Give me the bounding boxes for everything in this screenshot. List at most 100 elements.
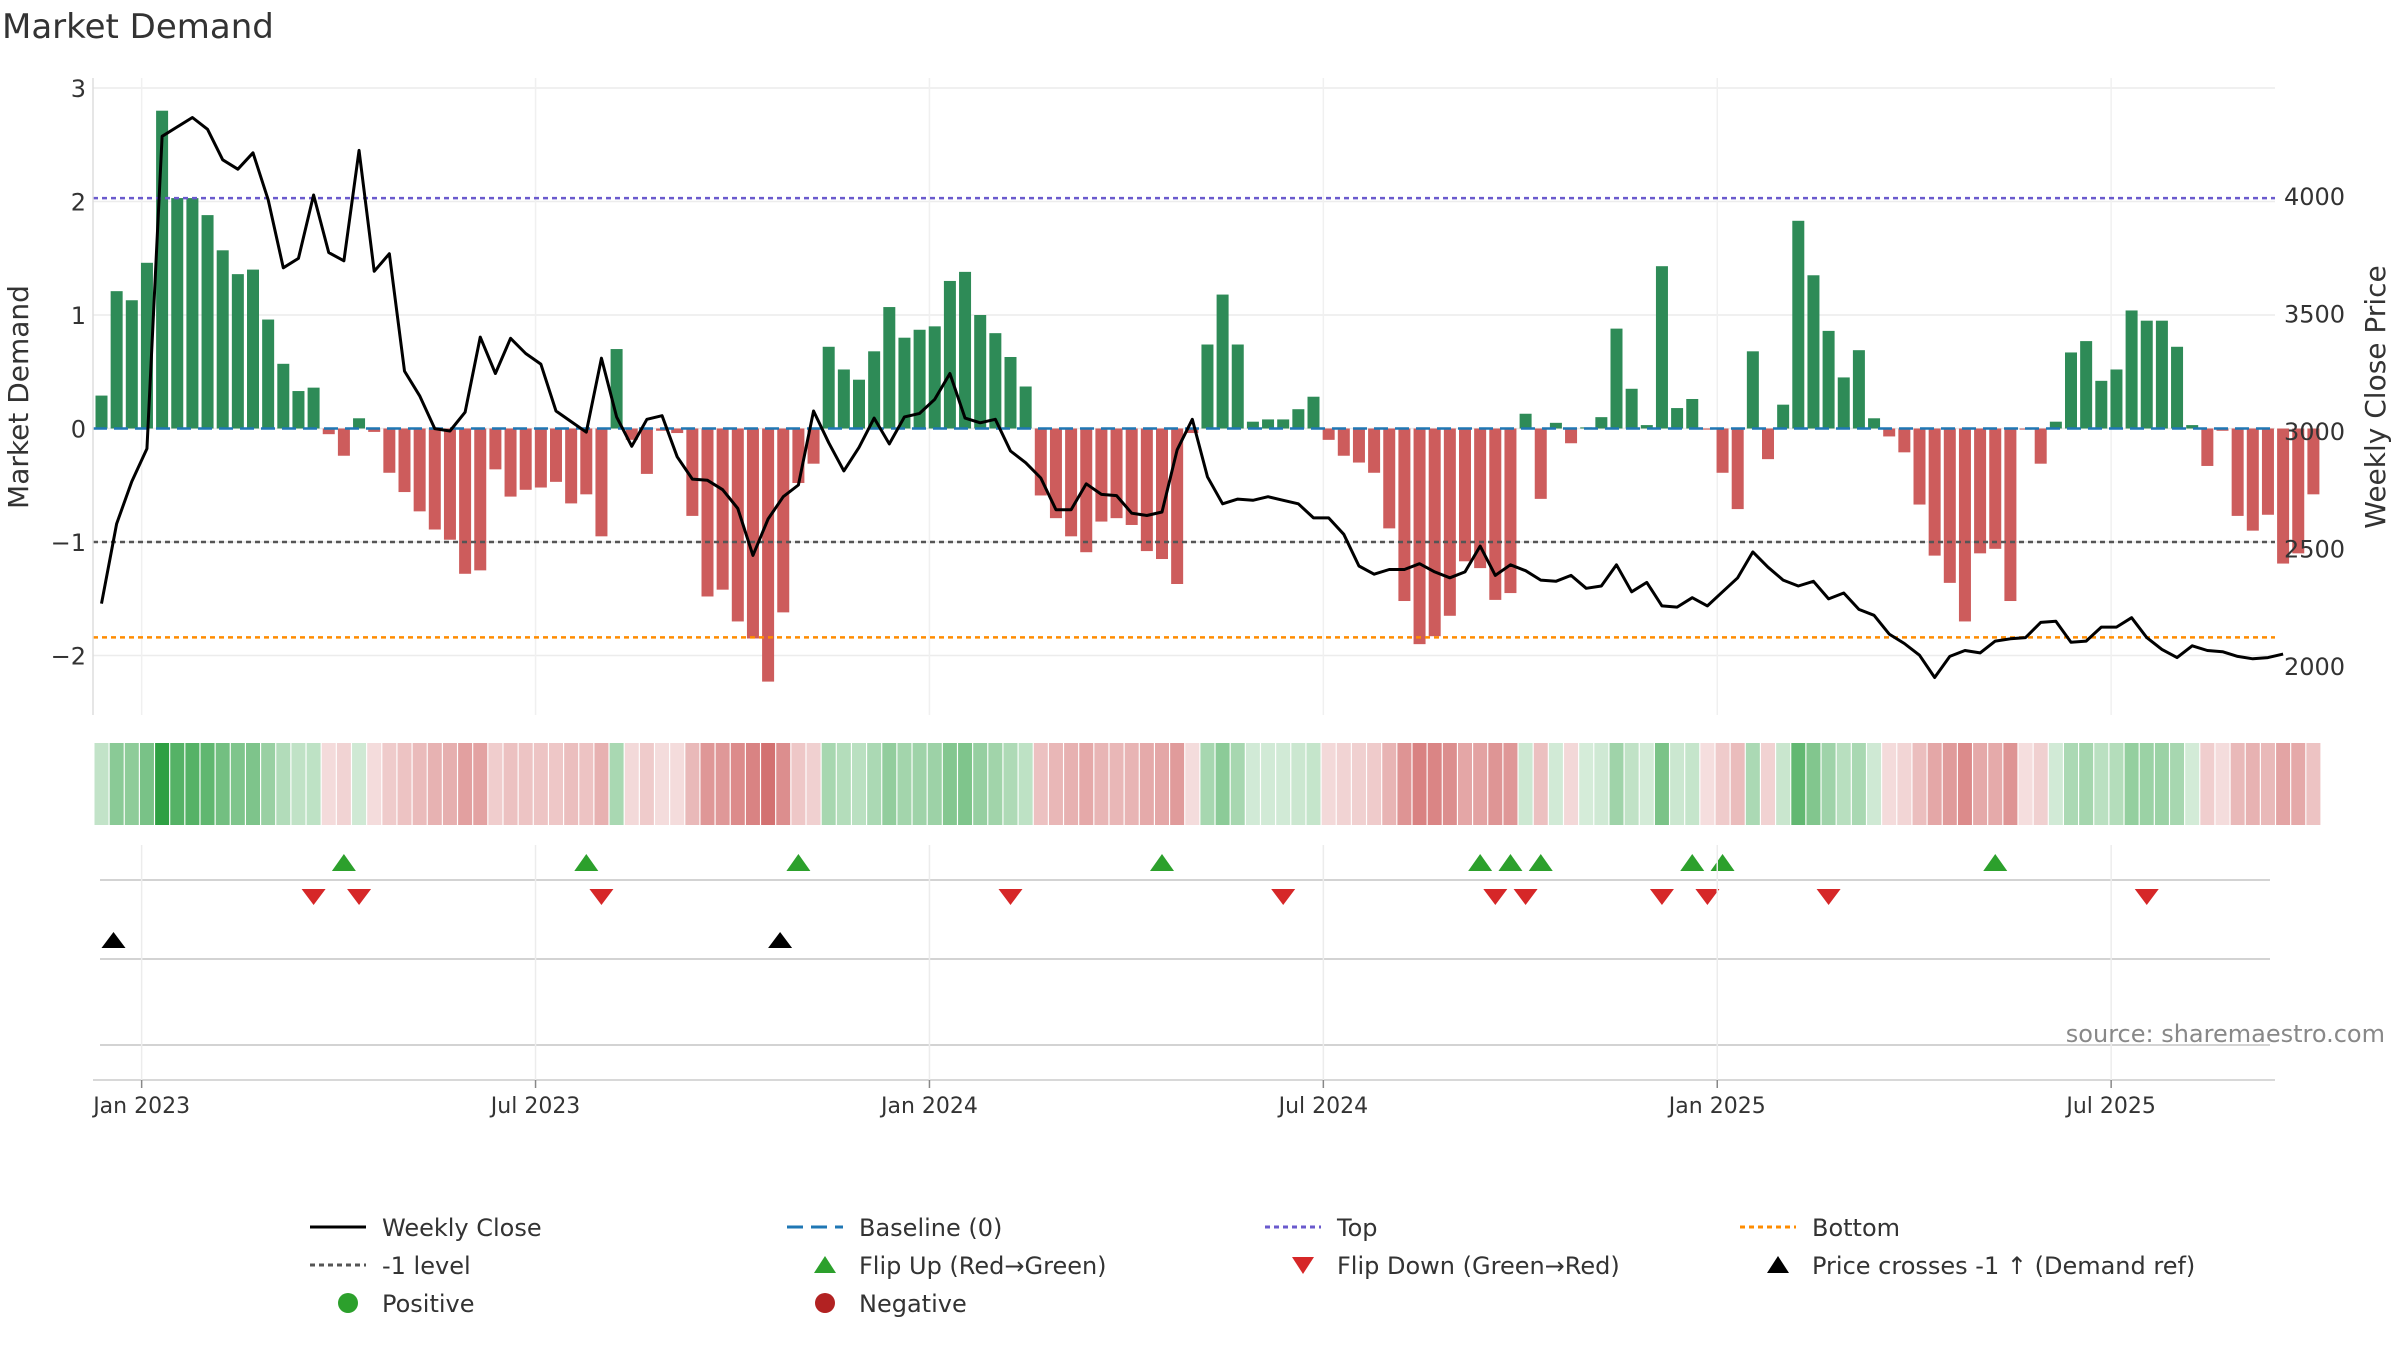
demand-bar (1943, 428, 1956, 583)
legend-label: Positive (382, 1290, 475, 1318)
heat-cell (715, 743, 730, 825)
flip-down-marker (589, 889, 614, 905)
heat-cell (2124, 743, 2139, 825)
heat-cell (1533, 743, 1548, 825)
heat-cell (1276, 743, 1291, 825)
demand-bar (2261, 428, 2274, 515)
heat-cell (1230, 743, 1245, 825)
demand-bar (2246, 428, 2259, 531)
demand-bar (519, 428, 532, 490)
demand-bar (322, 428, 335, 435)
heat-cell (1897, 743, 1912, 825)
flip-up-marker (1498, 854, 1523, 871)
heat-cell (1473, 743, 1488, 825)
demand-bar (2140, 320, 2153, 429)
heat-cell (1988, 743, 2003, 825)
demand-bar (746, 428, 759, 639)
demand-bar (2125, 310, 2138, 429)
heat-cell (155, 743, 170, 825)
y-tick-label: 1 (71, 302, 86, 330)
demand-bar (1292, 409, 1305, 429)
legend-label: -1 level (382, 1252, 471, 1280)
heat-cell (2094, 743, 2109, 825)
heat-cell (549, 743, 563, 825)
heat-cell (882, 743, 897, 825)
heat-cell (745, 743, 760, 825)
demand-bar (1110, 428, 1123, 519)
demand-bar (353, 418, 366, 429)
chart-title: Market Demand (2, 7, 274, 47)
heat-cell (821, 743, 836, 825)
y-tick-label: 0 (71, 416, 86, 444)
demand-bar (1549, 422, 1562, 429)
heat-cell (2276, 743, 2291, 825)
heat-cell (124, 743, 139, 825)
heat-cell (2048, 743, 2063, 825)
flip-down-marker (1513, 889, 1538, 905)
flip-down-marker (347, 889, 372, 905)
heat-cell (1048, 743, 1063, 825)
heat-cell (1215, 743, 1230, 825)
heat-cell (1064, 743, 1079, 825)
x-axis: Jan 2023 Jul 2023 Jan 2024 Jul 2024 Jan 2025… (91, 845, 2275, 1119)
demand-bar (1807, 275, 1820, 429)
demand-bar (686, 428, 699, 516)
heat-cell (2215, 743, 2230, 825)
heat-cell (2003, 743, 2018, 825)
legend-swatch (338, 1293, 358, 1313)
flip-down-marker (1483, 889, 1508, 905)
flip-up-marker (1528, 854, 1553, 871)
demand-bar (913, 329, 926, 429)
demand-bar (1716, 428, 1729, 473)
heat-cell (912, 743, 927, 825)
demand-bars (95, 110, 2320, 682)
heat-cell (776, 743, 791, 825)
demand-bar (489, 428, 502, 470)
heat-cell (1412, 743, 1427, 825)
y2-axis-label: Weekly Close Price (2359, 265, 2392, 528)
heat-cell (564, 743, 579, 825)
y2-tick-label: 2000 (2284, 653, 2345, 681)
x-tick-label: Jul 2025 (2064, 1094, 2156, 1119)
legend-swatch (814, 1256, 836, 1273)
heat-cell (1624, 743, 1639, 825)
heat-cell (1427, 743, 1442, 825)
flip-down-marker (2134, 889, 2159, 905)
heat-cell (1957, 743, 1972, 825)
heat-cell (1821, 743, 1836, 825)
heat-cell (670, 743, 685, 825)
demand-bar (1565, 428, 1578, 444)
heat-cell (1745, 743, 1760, 825)
legend-item-positive: Positive (338, 1290, 475, 1318)
legend-label: Price crosses -1 ↑ (Demand ref) (1812, 1252, 2195, 1280)
demand-bar (989, 333, 1002, 429)
demand-bar (580, 428, 593, 495)
demand-bar (1352, 428, 1365, 463)
heat-cell (109, 743, 124, 825)
heat-cell (1776, 743, 1791, 825)
heat-cell (836, 743, 851, 825)
heat-cell (488, 743, 503, 825)
demand-bar (1762, 428, 1774, 460)
legend-item-flip_down: Flip Down (Green→Red) (1292, 1252, 1620, 1280)
y-tick-label: 3 (71, 75, 86, 103)
heat-cell (2033, 743, 2048, 825)
y2-tick-label: 3000 (2284, 418, 2345, 446)
demand-bar (125, 300, 138, 429)
heat-cell (2064, 743, 2078, 825)
cross-markers (100, 932, 2270, 1046)
heat-cell (594, 743, 609, 825)
y2-tick-label: 3500 (2284, 301, 2345, 329)
heat-cell (761, 743, 776, 825)
heat-cell (427, 743, 442, 825)
legend-label: Negative (859, 1290, 967, 1318)
heat-cell (2185, 743, 2200, 825)
demand-bar (1731, 428, 1744, 510)
heat-cell (1200, 743, 1215, 825)
heat-cell (1715, 743, 1730, 825)
demand-bar (1080, 428, 1093, 553)
demand-bar (565, 428, 578, 504)
heat-cell (1306, 743, 1321, 825)
heat-cell (609, 743, 624, 825)
heat-cell (291, 743, 306, 825)
